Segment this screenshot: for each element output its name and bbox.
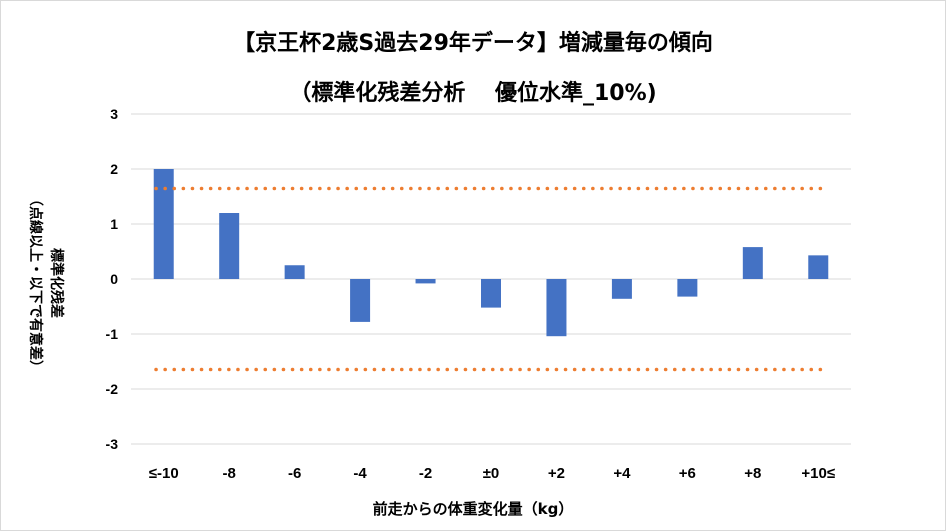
bar [284, 265, 305, 279]
chart-title-line-2: （標準化残差分析 優位水準_10%) [289, 81, 657, 106]
bar [481, 279, 501, 308]
x-tick-label: -6 [288, 465, 301, 482]
x-tick-label: ±0 [483, 465, 500, 482]
bar [808, 255, 829, 279]
y-tick-label: 1 [110, 216, 118, 232]
x-tick-label: +6 [679, 465, 696, 482]
bar [219, 213, 240, 279]
x-tick-label: +4 [613, 465, 631, 482]
x-tick-label: +2 [548, 465, 565, 482]
bar [611, 279, 632, 299]
x-tick-label: -2 [419, 465, 432, 482]
x-tick-label: +10≤ [801, 465, 835, 482]
y-tick-label: -2 [106, 381, 119, 397]
bar [415, 279, 436, 284]
x-tick-label: +8 [744, 465, 761, 482]
x-axis-label: 前走からの体重変化量（kg） [372, 500, 574, 518]
bar [742, 247, 763, 279]
y-tick-label: -1 [106, 326, 119, 342]
x-tick-label: -8 [223, 465, 236, 482]
y-axis-sublabel: （点線以上・以下で有意差） [27, 192, 43, 374]
bar [153, 169, 174, 279]
bar [350, 279, 371, 322]
chart-title-line-1: 【京王杯2歳S過去29年データ】増減量毎の傾向 [233, 31, 713, 56]
x-tick-label: -4 [353, 465, 367, 482]
y-tick-label: 0 [110, 271, 118, 287]
y-tick-label: 3 [110, 106, 118, 122]
x-tick-label: ≤-10 [149, 465, 179, 482]
bar [546, 279, 567, 337]
y-tick-label: 2 [110, 161, 118, 177]
y-axis-label: 標準化残差 [48, 248, 64, 318]
bar [677, 279, 698, 297]
y-tick-label: -3 [106, 436, 119, 452]
